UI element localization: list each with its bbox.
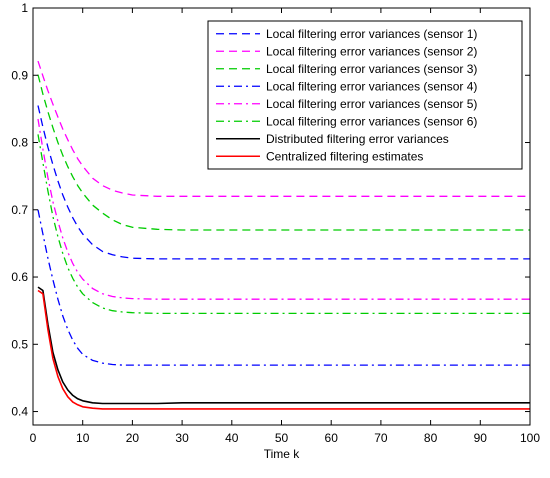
series-line-7 bbox=[37, 286, 530, 405]
series-line-2 bbox=[37, 60, 530, 197]
legend-label-6: Local filtering error variances (sensor … bbox=[266, 114, 477, 128]
series-line-3 bbox=[37, 74, 530, 231]
x-axis-title: Time k bbox=[264, 447, 301, 461]
legend-label-4: Local filtering error variances (sensor … bbox=[266, 79, 477, 93]
x-tick-label: 30 bbox=[175, 431, 189, 445]
x-tick-label: 20 bbox=[126, 431, 140, 445]
legend-label-8: Centralized filtering estimates bbox=[266, 149, 423, 163]
x-tick-label: 0 bbox=[30, 431, 37, 445]
y-tick-label: 0.6 bbox=[11, 270, 28, 284]
x-tick-label: 80 bbox=[424, 431, 438, 445]
x-tick-label: 50 bbox=[275, 431, 289, 445]
y-tick-label: 0.9 bbox=[11, 68, 28, 82]
legend: Local filtering error variances (sensor … bbox=[207, 20, 523, 170]
legend-label-3: Local filtering error variances (sensor … bbox=[266, 62, 477, 76]
y-tick-label: 0.5 bbox=[11, 337, 28, 351]
legend-box bbox=[207, 20, 523, 170]
series-line-8 bbox=[37, 289, 530, 410]
series-layer bbox=[37, 60, 530, 410]
x-tick-label: 70 bbox=[374, 431, 388, 445]
x-tick-label: 10 bbox=[76, 431, 90, 445]
y-tick-label: 1 bbox=[21, 1, 28, 15]
legend-label-1: Local filtering error variances (sensor … bbox=[266, 27, 477, 41]
x-tick-label: 40 bbox=[225, 431, 239, 445]
tick-layer: 0 10 20 30 40 50 60 70 80 90 100 0.4 0.5 0.6 0.7 0.8 0.9… bbox=[11, 1, 540, 445]
legend-label-2: Local filtering error variances (sensor … bbox=[266, 44, 477, 58]
x-tick-label: 60 bbox=[325, 431, 339, 445]
y-tick-label: 0.7 bbox=[11, 203, 28, 217]
legend-label-7: Distributed filtering error variances bbox=[266, 132, 449, 146]
y-tick-label: 0.4 bbox=[11, 405, 28, 419]
x-tick-label: 90 bbox=[474, 431, 488, 445]
y-tick-label: 0.8 bbox=[11, 136, 28, 150]
x-tick-label: 100 bbox=[520, 431, 540, 445]
legend-label-5: Local filtering error variances (sensor … bbox=[266, 97, 477, 111]
